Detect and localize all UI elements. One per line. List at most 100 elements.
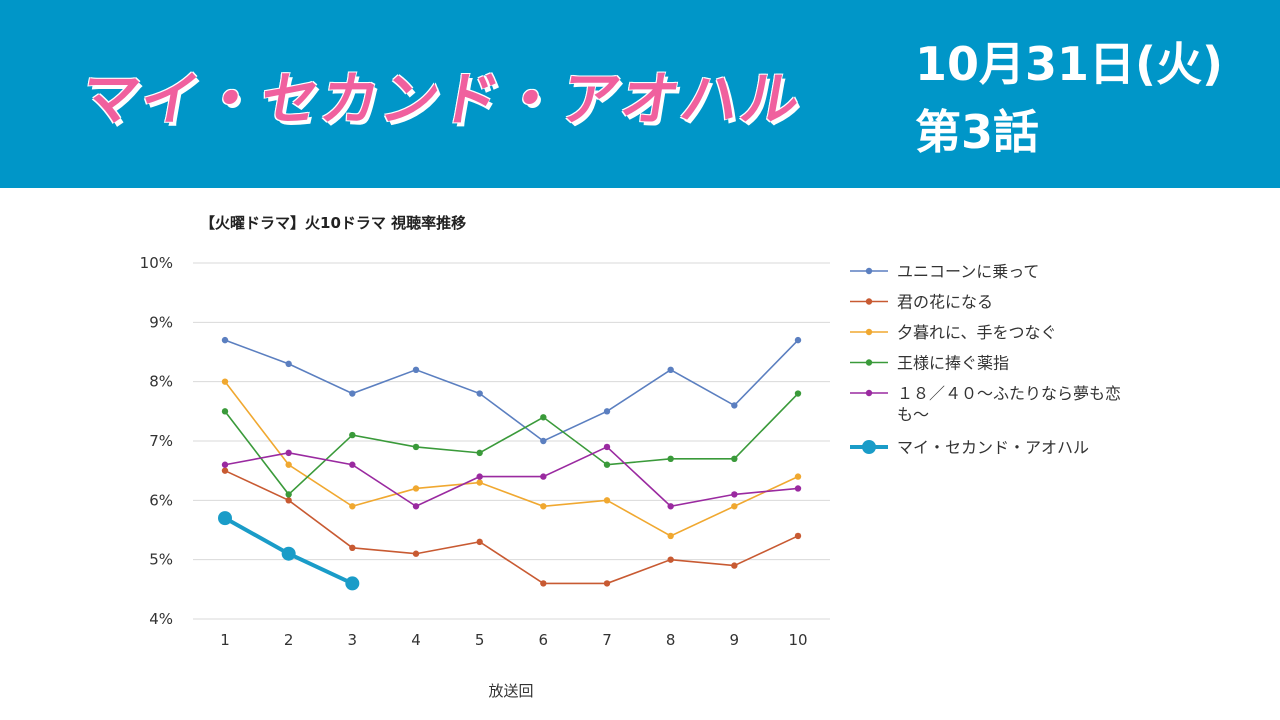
data-point	[794, 390, 802, 397]
series-6	[218, 511, 360, 591]
legend-item: 夕暮れに、手をつなぐ	[850, 323, 1057, 342]
legend-item: マイ・セカンド・アオハル	[850, 438, 1089, 457]
data-point	[281, 546, 296, 561]
data-point	[603, 461, 611, 468]
legend-label: も～	[897, 405, 929, 424]
data-point	[412, 550, 420, 557]
data-point	[349, 503, 356, 510]
data-point	[349, 461, 356, 468]
data-point	[476, 538, 483, 546]
data-point	[667, 556, 674, 563]
x-tick-label: 4	[411, 631, 421, 649]
data-point	[221, 408, 229, 415]
data-point	[794, 532, 802, 540]
data-point	[218, 511, 232, 526]
y-tick-label: 5%	[149, 551, 173, 569]
series-line	[224, 339, 799, 442]
data-point	[221, 378, 229, 385]
data-point	[285, 449, 292, 457]
x-axis-label: 放送回	[488, 682, 533, 700]
data-point	[285, 461, 292, 468]
ratings-line-chart: 4% 5% 6% 7% 8% 9% 10% 1 2 3 4 5 6 7 8 9 10 放送回 ユニコーンに乗っ…	[140, 254, 1121, 700]
data-point	[731, 455, 738, 462]
legend-swatch-marker	[865, 389, 873, 397]
data-point	[412, 443, 420, 451]
data-point	[540, 580, 547, 587]
data-point	[221, 467, 229, 474]
legend-item: ユニコーンに乗って	[850, 262, 1039, 281]
data-point	[794, 336, 802, 344]
data-point	[540, 437, 547, 445]
legend-label: マイ・セカンド・アオハル	[897, 438, 1089, 457]
x-tick-label: 7	[602, 631, 612, 649]
data-point	[221, 336, 229, 344]
data-point	[603, 443, 611, 451]
data-point	[731, 491, 738, 498]
x-tick-label: 9	[730, 631, 740, 649]
series-1	[221, 336, 802, 445]
data-point	[731, 562, 738, 569]
data-point	[603, 580, 611, 587]
x-tick-label: 6	[539, 631, 549, 649]
data-point	[667, 455, 674, 462]
series-4	[221, 390, 802, 498]
episode-number: 第3話	[915, 105, 1040, 159]
data-point	[412, 366, 420, 373]
data-point	[412, 485, 420, 492]
data-point	[603, 497, 611, 504]
series-line	[224, 381, 799, 537]
data-point	[476, 473, 483, 480]
data-point	[667, 366, 674, 373]
data-point	[349, 431, 356, 439]
data-point	[667, 503, 674, 510]
chart-title: 【火曜ドラマ】火10ドラマ 視聴率推移	[200, 214, 467, 232]
legend-swatch-marker	[865, 267, 873, 275]
legend-item: 君の花になる	[850, 293, 993, 312]
data-point	[540, 473, 547, 480]
data-point	[794, 485, 802, 492]
data-point	[731, 402, 738, 409]
legend-swatch-marker	[865, 298, 873, 305]
legend-label: １８／４０～ふたりなら夢も恋	[897, 384, 1121, 403]
data-point	[349, 390, 356, 397]
data-point	[345, 576, 360, 591]
legend-label: 王様に捧ぐ薬指	[897, 354, 1009, 373]
series-line	[224, 445, 799, 508]
series-3	[221, 378, 802, 540]
data-point	[476, 390, 483, 397]
y-tick-label: 10%	[140, 254, 173, 272]
data-point	[667, 532, 674, 540]
x-tick-label: 3	[348, 631, 358, 649]
x-tick-label: 5	[475, 631, 485, 649]
data-point	[476, 479, 483, 486]
x-tick-label: 2	[284, 631, 294, 649]
data-point	[285, 497, 292, 504]
series-line	[224, 392, 799, 496]
series-2	[221, 467, 802, 587]
data-point	[794, 473, 802, 480]
legend-label: 夕暮れに、手をつなぐ	[897, 323, 1057, 342]
data-point	[221, 461, 229, 468]
data-point	[476, 449, 483, 457]
data-point	[540, 503, 547, 510]
y-tick-label: 8%	[149, 373, 173, 391]
y-tick-label: 4%	[149, 610, 173, 628]
data-point	[540, 414, 547, 421]
legend-label: ユニコーンに乗って	[897, 262, 1039, 281]
legend-label: 君の花になる	[897, 293, 993, 312]
x-tick-label: 1	[220, 631, 230, 649]
legend-swatch-marker	[865, 328, 873, 336]
air-date: 10月31日(火)	[915, 37, 1224, 91]
series-line	[224, 469, 799, 585]
legend-swatch-marker	[862, 440, 876, 454]
data-point	[731, 503, 738, 510]
x-axis: 1 2 3 4 5 6 7 8 9 10	[220, 631, 807, 649]
data-point	[285, 360, 292, 368]
x-tick-label: 8	[666, 631, 676, 649]
x-tick-label: 10	[788, 631, 807, 649]
series-group	[218, 336, 802, 591]
data-point	[603, 408, 611, 415]
y-axis: 4% 5% 6% 7% 8% 9% 10%	[140, 254, 173, 628]
